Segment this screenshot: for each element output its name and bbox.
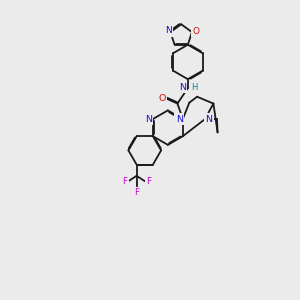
Text: N: N [205,115,212,124]
Text: H: H [191,83,198,92]
Text: N: N [145,115,152,124]
Text: F: F [122,177,127,186]
Text: F: F [146,177,151,186]
Text: O: O [158,94,166,103]
Text: N: N [179,83,186,92]
Text: N: N [176,115,183,124]
Text: N: N [165,26,172,35]
Text: O: O [193,27,200,36]
Text: F: F [134,188,139,197]
